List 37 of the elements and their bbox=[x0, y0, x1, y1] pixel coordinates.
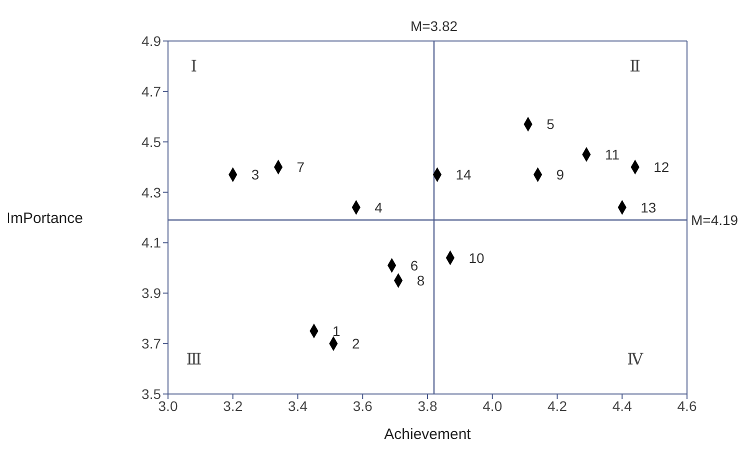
x-tick-label: 4.4 bbox=[612, 398, 632, 414]
y-tick-label: 4.1 bbox=[142, 234, 162, 251]
y-tick-label: 3.7 bbox=[142, 336, 162, 352]
x-axis-title: Achievement bbox=[384, 426, 472, 443]
text: 9 bbox=[556, 166, 564, 183]
annotation: Ⅲ bbox=[186, 349, 202, 368]
text: 4 bbox=[374, 199, 382, 216]
x-tick-label: 4.2 bbox=[548, 398, 568, 414]
x-tick-label: 3.4 bbox=[288, 398, 308, 414]
text: 7 bbox=[296, 159, 305, 176]
y-tick-label: 4.5 bbox=[142, 134, 162, 150]
x-tick-label: 4.0 bbox=[482, 398, 502, 414]
text: 14 bbox=[456, 166, 472, 183]
y-tick-label: 4.9 bbox=[142, 32, 162, 49]
y-tick-label: 3.9 bbox=[142, 285, 162, 302]
text: 2 bbox=[352, 336, 360, 352]
x-tick-label: 3.6 bbox=[352, 398, 373, 414]
y-tick-label: 4.7 bbox=[142, 83, 162, 100]
annotation: Ⅳ bbox=[627, 349, 644, 368]
text: 3 bbox=[251, 166, 260, 183]
text: 8 bbox=[416, 272, 425, 289]
text: 1 bbox=[332, 322, 340, 339]
ref-line-label: M=3.82 bbox=[410, 18, 458, 34]
text: 6 bbox=[410, 257, 418, 274]
text: 10 bbox=[468, 250, 484, 266]
text: 13 bbox=[640, 199, 656, 216]
text: 12 bbox=[654, 159, 670, 176]
annotation: Ⅰ bbox=[190, 56, 198, 76]
x-tick-label: 3.8 bbox=[418, 398, 438, 414]
y-axis-title: ImPortance bbox=[6, 210, 83, 227]
text: 11 bbox=[604, 146, 620, 162]
x-tick-label: 4.6 bbox=[677, 398, 697, 414]
x-tick-label: 3.2 bbox=[223, 398, 243, 414]
annotation: Ⅱ bbox=[630, 56, 641, 76]
text: 5 bbox=[546, 116, 554, 132]
y-tick-label: 4.3 bbox=[142, 184, 162, 200]
ref-line-label: M=4.19 bbox=[691, 212, 738, 228]
